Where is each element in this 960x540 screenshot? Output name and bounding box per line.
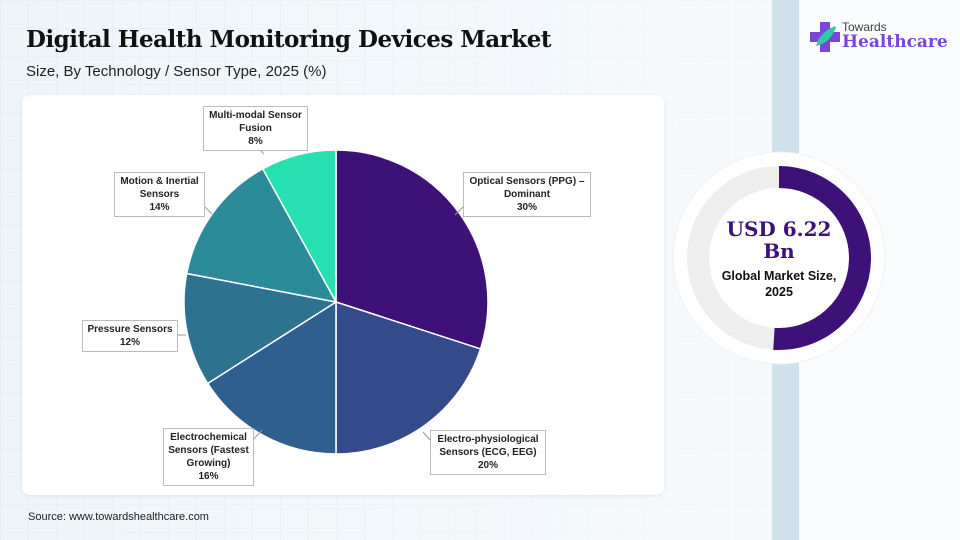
leader-line [422,431,431,441]
kpi-ring-fill [773,166,871,350]
label-pressure: Pressure Sensors 12% [82,320,178,352]
pie-slice-0 [335,149,489,350]
leader-line [204,206,213,215]
kpi-text: USD 6.22 Bn Global Market Size, 2025 [715,218,843,300]
pie-slice-4 [185,167,338,304]
leader-line [454,206,464,216]
medical-cross-icon [810,22,840,52]
page-subtitle: Size, By Technology / Sensor Type, 2025 … [26,63,327,80]
label-optical: Optical Sensors (PPG) – Dominant 30% [463,172,591,217]
pie-slice-1 [335,300,482,455]
source-note: Source: www.towardshealthcare.com [28,511,209,523]
label-motion: Motion & Inertial Sensors 14% [114,172,205,217]
kpi-label: Global Market Size, [721,269,837,283]
label-multimodal: Multi-modal Sensor Fusion 8% [203,106,308,151]
label-electrophysiological: Electro-physiological Sensors (ECG, EEG) 2… [430,430,546,475]
logo-text-towards: Towards [842,20,887,34]
leader-line [252,429,263,441]
pie-slice-2 [206,300,337,455]
kpi-value: USD 6.22 [726,217,832,241]
label-electrochemical: Electrochemical Sensors (Fastest Growing) 1… [163,428,254,486]
pie-slice-3 [183,272,339,385]
pie-slice-5 [261,149,337,303]
page-title: Digital Health Monitoring Devices Market [26,26,551,53]
kpi-unit: Bn [763,239,795,263]
kpi-year: 2025 [765,285,793,299]
logo-text-healthcare: Healthcare [842,32,948,52]
